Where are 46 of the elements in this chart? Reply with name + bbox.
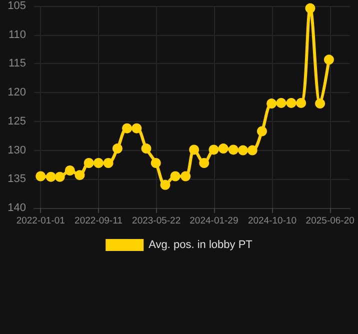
point (112, 144, 122, 154)
point (150, 158, 161, 168)
point (74, 170, 85, 180)
point (46, 172, 56, 182)
point (189, 144, 200, 155)
point (54, 172, 65, 182)
point (122, 123, 132, 134)
y-tick-label: 115 (8, 58, 26, 70)
point (84, 158, 94, 168)
point (315, 98, 326, 109)
point (247, 145, 258, 156)
point (276, 98, 286, 108)
point (36, 171, 46, 182)
y-tick-label: 125 (8, 115, 26, 128)
y-tick-label: 130 (8, 144, 26, 156)
point (256, 126, 267, 136)
x-tick-label: 2024-01-29 (190, 216, 238, 226)
point (160, 180, 170, 190)
point (132, 123, 142, 134)
x-tick-label: 2023-05-22 (132, 216, 181, 226)
point (324, 54, 334, 65)
y-tick-label: 105 (8, 0, 26, 12)
point (93, 158, 104, 168)
point (266, 98, 277, 109)
point (103, 158, 114, 168)
x-tick-label: 2024-10-10 (248, 216, 297, 226)
point (64, 165, 75, 176)
point (296, 98, 306, 108)
x-tick-label: 2022-09-11 (74, 216, 122, 226)
y-tick-label: 140 (8, 202, 26, 214)
y-tick-label: 110 (8, 28, 26, 41)
point (199, 158, 210, 168)
point (228, 144, 238, 155)
point (238, 145, 248, 156)
point (208, 144, 219, 155)
point (286, 98, 296, 108)
point (170, 171, 180, 182)
point (180, 171, 191, 182)
point (305, 3, 316, 14)
y-tick-label: 135 (8, 173, 26, 186)
point (218, 144, 228, 154)
legend-label: Avg. pos. in lobby PT (148, 239, 253, 251)
point (141, 144, 152, 154)
x-tick-label: 2022-01-01 (16, 216, 65, 226)
y-tick-label: 120 (8, 86, 26, 99)
x-tick-label: 2025-06-20 (306, 216, 354, 226)
